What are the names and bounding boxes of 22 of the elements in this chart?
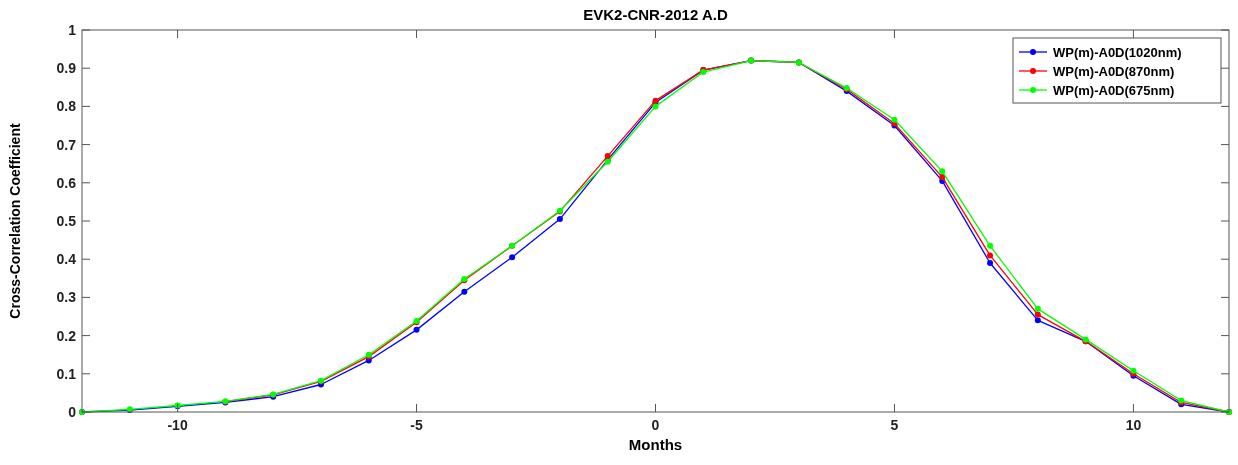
x-tick-label: 5 bbox=[890, 417, 899, 433]
chart-title: EVK2-CNR-2012 A.D bbox=[583, 6, 728, 23]
y-tick-label: 0.1 bbox=[56, 365, 77, 382]
x-tick-label: -10 bbox=[167, 417, 188, 433]
x-tick-label: 10 bbox=[1125, 417, 1142, 433]
y-tick-label: 0.9 bbox=[56, 60, 77, 77]
y-tick-label: 0.6 bbox=[56, 174, 77, 191]
x-axis-title: Months bbox=[628, 436, 683, 453]
legend-label: WP(m)-A0D(1020nm) bbox=[1053, 45, 1182, 60]
x-tick-label: -5 bbox=[410, 417, 423, 433]
y-tick-label: 0.8 bbox=[56, 98, 77, 115]
x-tick-label: 0 bbox=[651, 417, 660, 433]
y-tick-label: 0.3 bbox=[56, 289, 77, 306]
y-tick-label: 0.4 bbox=[56, 251, 77, 268]
y-axis-title: Cross-Correlation Coefficient bbox=[7, 123, 23, 319]
y-tick-label: 0.2 bbox=[56, 327, 77, 344]
legend-label: WP(m)-A0D(675nm) bbox=[1053, 83, 1175, 98]
y-tick-label: 0.5 bbox=[56, 213, 77, 229]
legend-label: WP(m)-A0D(870nm) bbox=[1053, 64, 1175, 79]
y-tick-label: 0.7 bbox=[56, 136, 77, 153]
y-tick-label: 1 bbox=[68, 22, 77, 38]
y-tick-label: 0 bbox=[68, 404, 77, 420]
